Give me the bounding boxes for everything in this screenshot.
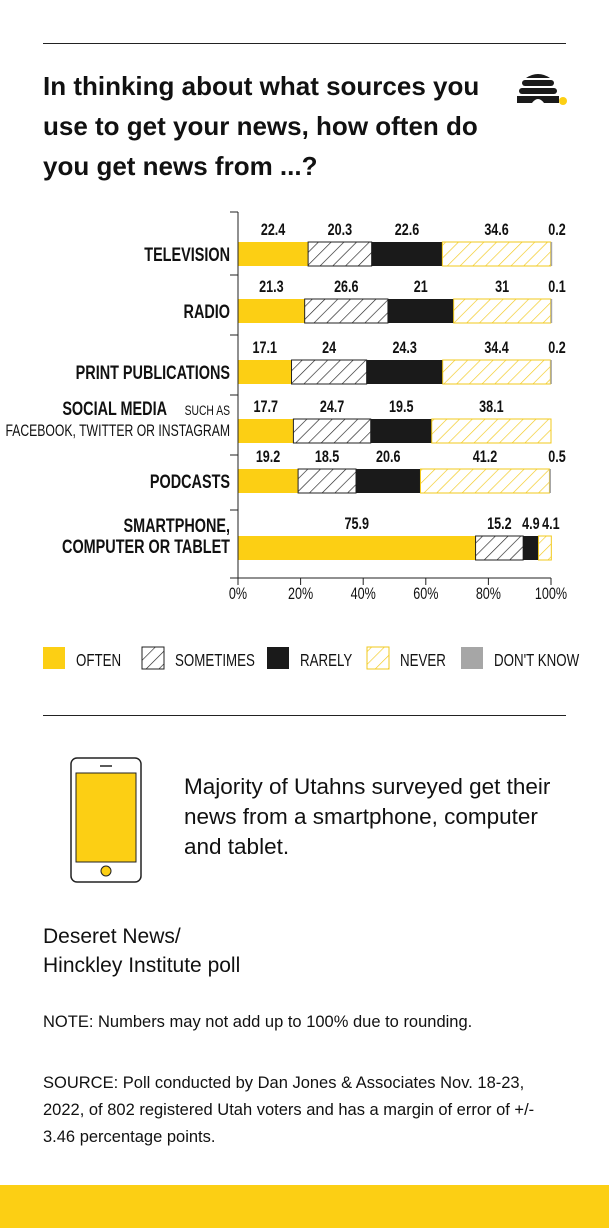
data-label: 24 xyxy=(322,338,337,357)
bar-sometimes xyxy=(307,241,373,267)
data-label: 19.5 xyxy=(389,397,413,416)
x-tick-label: 20% xyxy=(288,584,313,603)
legend-label: DON'T KNOW xyxy=(494,651,579,670)
data-label: 20.3 xyxy=(328,220,352,239)
category-label: SOCIAL MEDIA xyxy=(62,397,167,420)
legend-label: RARELY xyxy=(300,651,353,670)
category-label-suffix: SUCH AS xyxy=(185,402,230,418)
top-rule xyxy=(43,43,566,44)
data-label: 0.5 xyxy=(548,447,565,466)
x-tick-label: 80% xyxy=(476,584,501,603)
category-label: PODCASTS xyxy=(150,470,230,493)
data-label: 19.2 xyxy=(256,447,280,466)
bar-rarely xyxy=(356,469,421,493)
bar-sometimes xyxy=(291,359,368,385)
bar-don-t-know xyxy=(550,242,553,266)
bar-sometimes xyxy=(292,418,372,444)
bar-never xyxy=(442,359,551,385)
credit-line-2: Hinckley Institute poll xyxy=(43,954,241,977)
bar-rarely xyxy=(366,360,443,384)
data-label: 26.6 xyxy=(334,277,358,296)
legend-label: NEVER xyxy=(400,651,446,670)
credit-line-1: Deseret News/ xyxy=(43,925,181,948)
legend-swatch-rarely xyxy=(267,647,289,669)
bar-never xyxy=(431,418,552,444)
data-label: 38.1 xyxy=(479,397,503,416)
bar-never xyxy=(453,298,552,324)
data-label: 0.1 xyxy=(548,277,565,296)
bar-sometimes xyxy=(304,298,389,324)
callout-text: Majority of Utahns surveyed get their ne… xyxy=(184,774,551,859)
data-label: 24.3 xyxy=(392,338,416,357)
data-label: 4.9 xyxy=(522,514,539,533)
data-label: 4.1 xyxy=(542,514,559,533)
x-tick-label: 60% xyxy=(413,584,438,603)
smartphone-icon xyxy=(70,757,142,883)
bar-often xyxy=(238,299,305,323)
data-label: 22.6 xyxy=(395,220,419,239)
category-label: TELEVISION xyxy=(144,243,230,266)
legend-label: OFTEN xyxy=(76,651,121,670)
data-label: 18.5 xyxy=(315,447,339,466)
category-sublabel: COMPUTER OR TABLET xyxy=(62,535,230,558)
data-label: 34.4 xyxy=(484,338,509,357)
data-label: 21 xyxy=(414,277,428,296)
bar-rarely xyxy=(387,299,454,323)
data-label: 41.2 xyxy=(473,447,497,466)
bar-rarely xyxy=(370,419,432,443)
data-label: 0.2 xyxy=(548,220,565,239)
x-tick-label: 40% xyxy=(351,584,376,603)
data-label: 17.7 xyxy=(253,397,277,416)
bar-never xyxy=(537,535,552,561)
bar-often xyxy=(238,469,299,493)
category-label: PRINT PUBLICATIONS xyxy=(76,361,230,384)
stacked-bar-chart: 22.4 20.3 22.6 34.6 0.2 TELEVISION 21.3 26.6 21 3… xyxy=(5,211,579,671)
data-label: 0.2 xyxy=(548,338,565,357)
data-label: 21.3 xyxy=(259,277,283,296)
credit: Deseret News/ Hinckley Institute poll xyxy=(43,922,240,980)
bar-rarely xyxy=(523,536,539,560)
footer-bar xyxy=(0,1185,609,1228)
x-tick-label: 100% xyxy=(535,584,567,603)
legend-swatch-never xyxy=(366,646,390,670)
bar-sometimes xyxy=(297,468,357,494)
legend-swatch-sometimes xyxy=(141,646,165,670)
divider-rule xyxy=(43,715,566,716)
bar-sometimes xyxy=(475,535,524,561)
note: NOTE: Numbers may not add up to 100% due… xyxy=(43,1013,473,1031)
category-label: RADIO xyxy=(184,300,230,323)
data-label: 17.1 xyxy=(253,338,277,357)
category-label: SMARTPHONE, xyxy=(123,514,230,537)
bar-often xyxy=(238,242,309,266)
data-label: 24.7 xyxy=(320,397,344,416)
source: SOURCE: Poll conducted by Dan Jones & As… xyxy=(43,1074,535,1146)
data-label: 20.6 xyxy=(376,447,400,466)
bar-don-t-know xyxy=(549,469,551,493)
data-label: 15.2 xyxy=(487,514,511,533)
legend-swatch-don-t-know xyxy=(461,647,483,669)
category-sublabel: FACEBOOK, TWITTER OR INSTAGRAM xyxy=(5,422,230,440)
bar-often xyxy=(238,536,476,560)
bar-rarely xyxy=(371,242,443,266)
data-label: 22.4 xyxy=(261,220,286,239)
x-tick-label: 0% xyxy=(229,584,247,603)
data-label: 31 xyxy=(495,277,509,296)
legend-swatch-often xyxy=(43,647,65,669)
data-label: 75.9 xyxy=(345,514,369,533)
bar-never xyxy=(441,241,552,267)
bar-never xyxy=(419,468,550,494)
bar-often xyxy=(238,419,294,443)
beehive-logo-icon xyxy=(517,74,567,105)
bar-don-t-know xyxy=(550,299,553,323)
page-title: In thinking about what sources you use t… xyxy=(43,71,480,181)
data-label: 34.6 xyxy=(484,220,508,239)
bar-don-t-know xyxy=(550,360,552,384)
legend-label: SOMETIMES xyxy=(175,651,255,670)
bar-often xyxy=(238,360,292,384)
